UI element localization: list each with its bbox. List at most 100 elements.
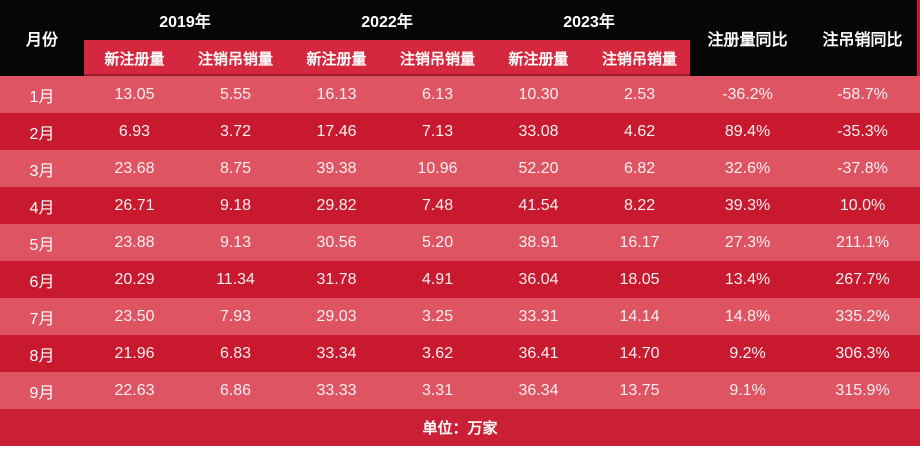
value-cell: 33.34 — [286, 335, 388, 372]
value-cell: 9.18 — [185, 187, 287, 224]
value-cell: 22.63 — [84, 372, 185, 409]
value-cell: 6.83 — [185, 335, 287, 372]
value-cell: 39.38 — [286, 150, 388, 187]
value-cell: -36.2% — [690, 76, 806, 113]
table-row: 5月 23.88 9.13 30.56 5.20 38.91 16.17 27.3% 211.1… — [0, 224, 920, 261]
value-cell: 31.78 — [286, 261, 388, 298]
value-cell: 20.29 — [84, 261, 185, 298]
table-row: 6月 20.29 11.34 31.78 4.91 36.04 18.05 13.4% 267.… — [0, 261, 920, 298]
value-cell: 33.31 — [488, 298, 590, 335]
month-cell: 9月 — [0, 372, 84, 409]
value-cell: 16.13 — [286, 76, 388, 113]
value-cell: -58.7% — [805, 76, 920, 113]
value-cell: 38.91 — [488, 224, 590, 261]
unit-note: 单位：万家 — [0, 409, 920, 446]
value-cell: 36.41 — [488, 335, 590, 372]
value-cell: 14.8% — [690, 298, 806, 335]
year-2023-header: 2023年 — [488, 0, 691, 40]
value-cell: 9.13 — [185, 224, 287, 261]
value-cell: 29.03 — [286, 298, 388, 335]
table-row: 1月 13.05 5.55 16.13 6.13 10.30 2.53 -36.2% -58.7… — [0, 76, 920, 113]
value-cell: 4.91 — [387, 261, 489, 298]
value-cell: 335.2% — [805, 298, 920, 335]
value-cell: 33.08 — [488, 113, 590, 150]
value-cell: 21.96 — [84, 335, 185, 372]
month-cell: 4月 — [0, 187, 84, 224]
subheader-2019-new: 新注册量 — [84, 40, 185, 76]
value-cell: 13.4% — [690, 261, 806, 298]
value-cell: 30.56 — [286, 224, 388, 261]
value-cell: 6.86 — [185, 372, 287, 409]
value-cell: 52.20 — [488, 150, 590, 187]
value-cell: 13.05 — [84, 76, 185, 113]
cancellation-yoy-header: 注吊销同比 — [805, 0, 920, 76]
value-cell: 89.4% — [690, 113, 806, 150]
subheader-2023-new: 新注册量 — [488, 40, 590, 76]
value-cell: 14.14 — [589, 298, 691, 335]
header-subcolumn-row: 新注册量 注销吊销量 新注册量 注销吊销量 新注册量 注销吊销量 — [0, 40, 920, 76]
table-footer: 单位：万家 — [0, 409, 920, 446]
value-cell: 11.34 — [185, 261, 287, 298]
value-cell: 6.82 — [589, 150, 691, 187]
value-cell: 23.50 — [84, 298, 185, 335]
value-cell: 36.04 — [488, 261, 590, 298]
subheader-2022-cancel: 注销吊销量 — [387, 40, 489, 76]
value-cell: 39.3% — [690, 187, 806, 224]
month-cell: 3月 — [0, 150, 84, 187]
value-cell: 13.75 — [589, 372, 691, 409]
header-right-edge-strip — [917, 0, 920, 76]
month-cell: 8月 — [0, 335, 84, 372]
value-cell: 6.93 — [84, 113, 185, 150]
value-cell: 16.17 — [589, 224, 691, 261]
month-cell: 5月 — [0, 224, 84, 261]
month-cell: 7月 — [0, 298, 84, 335]
table-row: 2月 6.93 3.72 17.46 7.13 33.08 4.62 89.4% -35.3% — [0, 113, 920, 150]
value-cell: 32.6% — [690, 150, 806, 187]
value-cell: 315.9% — [805, 372, 920, 409]
value-cell: 10.0% — [805, 187, 920, 224]
value-cell: 10.30 — [488, 76, 590, 113]
value-cell: 27.3% — [690, 224, 806, 261]
year-2022-header: 2022年 — [286, 0, 489, 40]
value-cell: -35.3% — [805, 113, 920, 150]
table-row: 8月 21.96 6.83 33.34 3.62 36.41 14.70 9.2% 306.3% — [0, 335, 920, 372]
value-cell: 8.22 — [589, 187, 691, 224]
month-cell: 6月 — [0, 261, 84, 298]
value-cell: 267.7% — [805, 261, 920, 298]
value-cell: 36.34 — [488, 372, 590, 409]
value-cell: 17.46 — [286, 113, 388, 150]
value-cell: 18.05 — [589, 261, 691, 298]
value-cell: 8.75 — [185, 150, 287, 187]
footer-row: 单位：万家 — [0, 409, 920, 446]
value-cell: -37.8% — [805, 150, 920, 187]
header-year-row: 月份 2019年 2022年 2023年 注册量同比 注吊销同比 — [0, 0, 920, 76]
value-cell: 2.53 — [589, 76, 691, 113]
value-cell: 3.72 — [185, 113, 287, 150]
registration-yoy-header: 注册量同比 — [690, 0, 806, 76]
table-body: 1月 13.05 5.55 16.13 6.13 10.30 2.53 -36.2% -58.7… — [0, 76, 920, 409]
subheader-2023-cancel: 注销吊销量 — [589, 40, 691, 76]
value-cell: 306.3% — [805, 335, 920, 372]
value-cell: 5.20 — [387, 224, 489, 261]
value-cell: 4.62 — [589, 113, 691, 150]
value-cell: 5.55 — [185, 76, 287, 113]
value-cell: 7.93 — [185, 298, 287, 335]
value-cell: 9.2% — [690, 335, 806, 372]
value-cell: 3.25 — [387, 298, 489, 335]
value-cell: 29.82 — [286, 187, 388, 224]
month-cell: 2月 — [0, 113, 84, 150]
value-cell: 41.54 — [488, 187, 590, 224]
year-2019-header: 2019年 — [84, 0, 287, 40]
subheader-2019-cancel: 注销吊销量 — [185, 40, 287, 76]
month-column-header: 月份 — [0, 0, 84, 76]
value-cell: 10.96 — [387, 150, 489, 187]
table-header: 月份 2019年 2022年 2023年 注册量同比 注吊销同比 新注册量 注销… — [0, 0, 920, 76]
value-cell: 9.1% — [690, 372, 806, 409]
value-cell: 23.68 — [84, 150, 185, 187]
table-row: 7月 23.50 7.93 29.03 3.25 33.31 14.14 14.8% 335.2… — [0, 298, 920, 335]
value-cell: 33.33 — [286, 372, 388, 409]
table-row: 4月 26.71 9.18 29.82 7.48 41.54 8.22 39.3% 10.0% — [0, 187, 920, 224]
value-cell: 23.88 — [84, 224, 185, 261]
